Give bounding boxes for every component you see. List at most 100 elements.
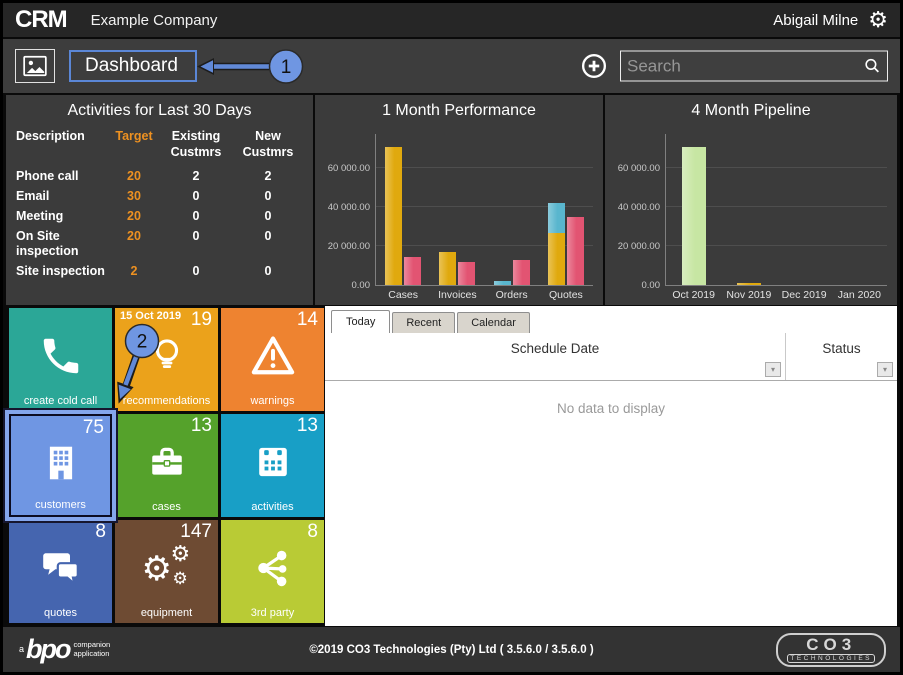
activities-cell: On Site inspection bbox=[16, 228, 79, 258]
bar-group: Oct 2019 bbox=[672, 134, 715, 301]
x-category-label: Oct 2019 bbox=[672, 289, 715, 301]
x-category-label: Invoices bbox=[438, 289, 477, 301]
y-tick-label: 40 000.00 bbox=[327, 202, 370, 214]
schedule-date-column-header: Schedule Date ▾ bbox=[325, 333, 785, 380]
bar-group: Jan 2020 bbox=[838, 134, 881, 301]
tile-date: 15 Oct 2019 bbox=[120, 310, 182, 322]
y-tick-label: 20 000.00 bbox=[617, 241, 660, 253]
y-tick-label: 20 000.00 bbox=[327, 241, 370, 253]
bar-group: Invoices bbox=[438, 134, 477, 301]
activities-cell: 2 bbox=[264, 168, 272, 183]
tile-label: recommendations bbox=[122, 395, 211, 407]
add-button[interactable] bbox=[580, 52, 608, 80]
tile-label: 3rd party bbox=[250, 607, 295, 619]
bar bbox=[493, 281, 511, 285]
bpo-logo: a bpo companion application bbox=[19, 633, 111, 664]
status-filter-button[interactable]: ▾ bbox=[877, 362, 893, 377]
bar bbox=[512, 259, 530, 285]
activities-cell: Phone call bbox=[16, 168, 79, 183]
activities-cell: Site inspection bbox=[16, 263, 105, 278]
tile-count: 8 bbox=[95, 521, 106, 542]
activities-column-header: Description bbox=[16, 129, 85, 143]
bar-segment bbox=[547, 203, 565, 234]
toolbar: Dashboard bbox=[3, 39, 900, 93]
gridline bbox=[376, 245, 593, 247]
bar-segment bbox=[566, 216, 584, 285]
four-month-pipeline-panel: 4 Month Pipeline 0.00 20 000.00 40 000.00 6… bbox=[605, 95, 897, 305]
activities-cell: 30 bbox=[127, 188, 141, 203]
y-tick-label: 0.00 bbox=[641, 280, 661, 291]
activities-title: Activities for Last 30 Days bbox=[67, 102, 252, 119]
plus-icon bbox=[581, 53, 607, 79]
phone-icon bbox=[38, 333, 84, 379]
x-category-label: Cases bbox=[388, 289, 419, 301]
activities-cell: 20 bbox=[127, 208, 141, 223]
bar bbox=[547, 203, 565, 285]
performance-plot: Cases Invoices Orders Quotes bbox=[375, 134, 593, 301]
bar-group: Quotes bbox=[547, 134, 584, 301]
performance-y-axis: 0.00 20 000.00 40 000.00 60 000.00 bbox=[319, 134, 375, 291]
bar bbox=[385, 146, 403, 285]
settings-gear-icon[interactable]: ⚙ bbox=[868, 7, 888, 32]
tile-create-cold-call[interactable]: create cold call bbox=[9, 308, 112, 411]
crm-logo: CRM bbox=[15, 6, 68, 33]
activities-cell: Email bbox=[16, 188, 50, 203]
bar-segment bbox=[385, 146, 403, 285]
search-input[interactable] bbox=[621, 56, 863, 76]
tab-calendar[interactable]: Calendar bbox=[457, 312, 530, 333]
activities-cell: 0 bbox=[264, 228, 272, 243]
gridline bbox=[666, 167, 887, 169]
schedule-date-filter-button[interactable]: ▾ bbox=[765, 362, 781, 377]
calendar-icon bbox=[250, 439, 296, 485]
activities-table: Description Target Existing Custmrs New Cus… bbox=[6, 124, 313, 281]
tile-recommendations[interactable]: 15 Oct 2019 19 recommendations bbox=[115, 308, 218, 411]
x-category-label: Dec 2019 bbox=[781, 289, 827, 301]
tile-count: 13 bbox=[296, 415, 318, 436]
tile-label: quotes bbox=[43, 607, 78, 619]
tile-activities[interactable]: 13 activities bbox=[221, 414, 324, 517]
page-title[interactable]: Dashboard bbox=[69, 50, 197, 82]
bar-group: Dec 2019 bbox=[782, 134, 827, 301]
footer: a bpo companion application ©2019 CO3 Te… bbox=[3, 627, 900, 672]
search-icon[interactable] bbox=[863, 57, 882, 76]
tile-quotes[interactable]: 8 quotes bbox=[9, 520, 112, 623]
bar-group: Cases bbox=[385, 134, 422, 301]
tile-label: activities bbox=[251, 501, 294, 513]
bar bbox=[736, 283, 761, 285]
tile-cases[interactable]: 13 cases bbox=[115, 414, 218, 517]
performance-chart-title: 1 Month Performance bbox=[382, 102, 536, 119]
activities-cell: 0 bbox=[264, 188, 272, 203]
bar bbox=[458, 261, 476, 285]
tile-count: 13 bbox=[190, 415, 212, 436]
tile-3rd-party[interactable]: 8 3rd party bbox=[221, 520, 324, 623]
tab-today[interactable]: Today bbox=[331, 310, 391, 333]
chat-icon bbox=[37, 544, 85, 592]
y-tick-label: 60 000.00 bbox=[327, 163, 370, 175]
share-icon bbox=[250, 545, 296, 591]
activities-cell: 20 bbox=[127, 228, 141, 243]
gridline bbox=[376, 206, 593, 208]
y-tick-label: 60 000.00 bbox=[617, 163, 660, 175]
tile-customers[interactable]: 75 customers bbox=[9, 414, 112, 517]
activities-column-header: Existing Custmrs bbox=[170, 129, 222, 159]
user-name: Abigail Milne bbox=[773, 11, 859, 29]
image-button[interactable] bbox=[15, 49, 55, 83]
gridline bbox=[666, 206, 887, 208]
activities-cell: 20 bbox=[127, 168, 141, 183]
activities-cell: 2 bbox=[192, 168, 200, 183]
x-category-label: Quotes bbox=[548, 289, 583, 301]
copyright-text: ©2019 CO3 Technologies (Pty) Ltd ( 3.5.6… bbox=[309, 643, 594, 656]
tile-label: cases bbox=[152, 501, 181, 513]
tile-count: 8 bbox=[307, 521, 318, 542]
one-month-performance-panel: 1 Month Performance 0.00 20 000.00 40 000.… bbox=[315, 95, 603, 305]
pipeline-y-axis: 0.00 20 000.00 40 000.00 60 000.00 bbox=[609, 134, 665, 291]
tile-count: 147 bbox=[180, 521, 212, 542]
status-column-header: Status ▾ bbox=[785, 333, 897, 380]
activities-cell: 2 bbox=[130, 263, 138, 278]
bar-segment bbox=[512, 259, 530, 285]
tab-recent[interactable]: Recent bbox=[392, 312, 456, 333]
tile-warnings[interactable]: 14 warnings bbox=[221, 308, 324, 411]
tile-label: customers bbox=[35, 499, 86, 511]
lightbulb-icon bbox=[145, 334, 189, 378]
tile-equipment[interactable]: 147 ⚙ ⚙ ⚙ equipment bbox=[115, 520, 218, 623]
